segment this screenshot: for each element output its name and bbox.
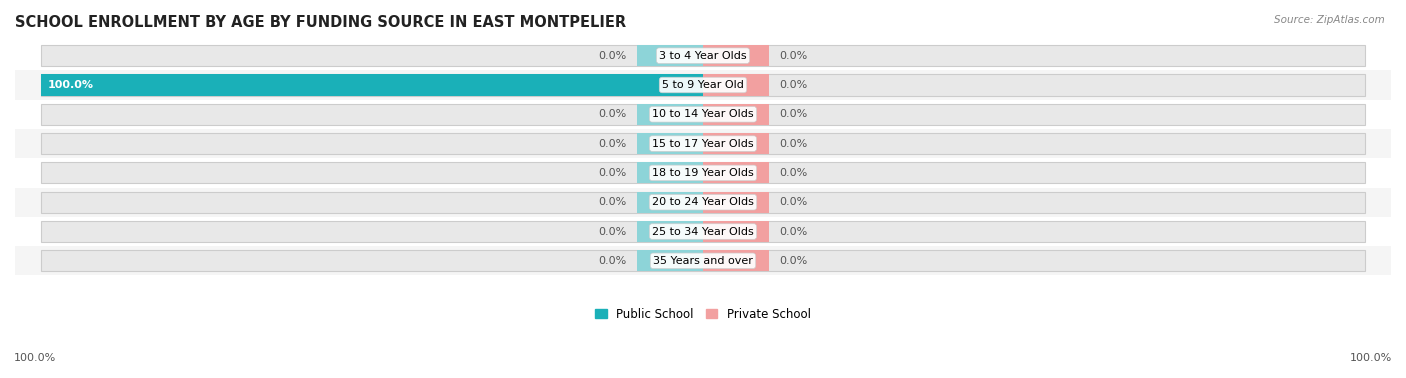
Text: 35 Years and over: 35 Years and over xyxy=(652,256,754,266)
Text: SCHOOL ENROLLMENT BY AGE BY FUNDING SOURCE IN EAST MONTPELIER: SCHOOL ENROLLMENT BY AGE BY FUNDING SOUR… xyxy=(15,15,626,30)
Text: 0.0%: 0.0% xyxy=(780,80,808,90)
Text: 0.0%: 0.0% xyxy=(780,109,808,119)
Text: 0.0%: 0.0% xyxy=(780,168,808,178)
Bar xyxy=(41,45,1365,66)
Bar xyxy=(703,163,769,183)
Text: 100.0%: 100.0% xyxy=(14,353,56,363)
Bar xyxy=(15,187,1391,217)
Text: 20 to 24 Year Olds: 20 to 24 Year Olds xyxy=(652,197,754,207)
Bar xyxy=(41,221,1365,242)
Text: 0.0%: 0.0% xyxy=(780,139,808,149)
Bar xyxy=(41,192,1365,213)
Text: 0.0%: 0.0% xyxy=(598,168,626,178)
Bar xyxy=(15,246,1391,276)
Bar xyxy=(637,250,703,271)
Text: 0.0%: 0.0% xyxy=(780,226,808,237)
Bar xyxy=(637,104,703,125)
Text: 0.0%: 0.0% xyxy=(598,51,626,61)
Text: 18 to 19 Year Olds: 18 to 19 Year Olds xyxy=(652,168,754,178)
Bar xyxy=(15,70,1391,100)
Text: Source: ZipAtlas.com: Source: ZipAtlas.com xyxy=(1274,15,1385,25)
Legend: Public School, Private School: Public School, Private School xyxy=(591,303,815,325)
Bar xyxy=(637,192,703,213)
Text: 0.0%: 0.0% xyxy=(780,197,808,207)
Text: 0.0%: 0.0% xyxy=(780,51,808,61)
Bar xyxy=(637,133,703,154)
Bar xyxy=(41,163,1365,183)
Bar xyxy=(703,104,769,125)
Text: 100.0%: 100.0% xyxy=(1350,353,1392,363)
Bar xyxy=(703,192,769,213)
Bar xyxy=(15,217,1391,246)
Bar xyxy=(41,74,703,96)
Bar xyxy=(637,221,703,242)
Bar xyxy=(15,100,1391,129)
Bar xyxy=(637,45,703,66)
Bar xyxy=(15,129,1391,158)
Text: 0.0%: 0.0% xyxy=(598,197,626,207)
Bar xyxy=(15,41,1391,70)
Bar xyxy=(703,221,769,242)
Bar xyxy=(703,45,769,66)
Text: 0.0%: 0.0% xyxy=(598,256,626,266)
Bar xyxy=(41,74,1365,96)
Bar xyxy=(15,158,1391,187)
Text: 0.0%: 0.0% xyxy=(598,226,626,237)
Text: 10 to 14 Year Olds: 10 to 14 Year Olds xyxy=(652,109,754,119)
Text: 5 to 9 Year Old: 5 to 9 Year Old xyxy=(662,80,744,90)
Bar xyxy=(703,133,769,154)
Text: 100.0%: 100.0% xyxy=(48,80,94,90)
Bar xyxy=(637,163,703,183)
Text: 0.0%: 0.0% xyxy=(780,256,808,266)
Bar xyxy=(703,250,769,271)
Bar xyxy=(41,133,1365,154)
Text: 15 to 17 Year Olds: 15 to 17 Year Olds xyxy=(652,139,754,149)
Text: 0.0%: 0.0% xyxy=(598,109,626,119)
Text: 0.0%: 0.0% xyxy=(598,139,626,149)
Text: 25 to 34 Year Olds: 25 to 34 Year Olds xyxy=(652,226,754,237)
Bar xyxy=(41,104,1365,125)
Bar xyxy=(41,250,1365,271)
Text: 3 to 4 Year Olds: 3 to 4 Year Olds xyxy=(659,51,747,61)
Bar xyxy=(703,74,769,96)
